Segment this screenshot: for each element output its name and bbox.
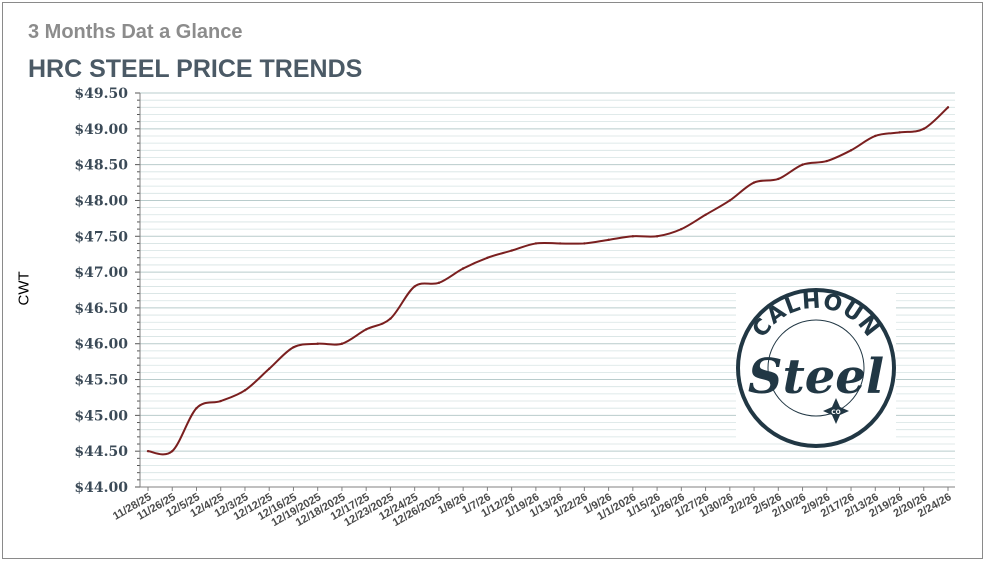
data-point (292, 346, 295, 349)
data-point (510, 249, 513, 252)
y-tick-label: $44.50 (74, 444, 128, 460)
data-point (825, 159, 828, 163)
data-point (171, 449, 174, 453)
y-tick-label: $49.00 (74, 122, 128, 138)
data-point (849, 149, 853, 152)
data-point (316, 342, 319, 345)
logo-small-text: CO (831, 409, 841, 416)
series-group (146, 106, 950, 456)
logo-outer-ring (736, 288, 896, 448)
y-tick-labels: $44.00 $44.50 $45.00 $45.50 $46.00 $46.50 $47.… (74, 86, 128, 496)
price-series-line (147, 106, 949, 456)
data-point (437, 281, 441, 285)
logo-star-icon (823, 398, 849, 424)
data-point (752, 181, 756, 184)
y-tick-label: $46.00 (74, 337, 128, 353)
y-tick-label: $48.50 (74, 158, 128, 174)
data-point (946, 106, 950, 109)
data-point (195, 407, 198, 410)
data-point (607, 238, 610, 242)
data-point (219, 399, 222, 403)
data-point (364, 328, 368, 331)
axes (135, 92, 955, 491)
y-tick-label: $47.00 (74, 265, 128, 281)
data-point (583, 242, 586, 245)
data-point (655, 235, 659, 238)
data-point (413, 285, 416, 288)
data-point (777, 177, 780, 181)
data-point (486, 256, 489, 259)
data-point (874, 134, 877, 138)
y-tick-label: $47.50 (74, 229, 128, 245)
data-point (461, 267, 465, 270)
y-tick-label: $49.50 (74, 86, 128, 102)
data-point (922, 127, 925, 131)
data-point (898, 131, 901, 134)
y-tick-label: $46.50 (74, 301, 128, 317)
logo-main-text: Steel (748, 349, 884, 405)
y-tick-label: $45.50 (74, 373, 128, 389)
chart-subtitle: 3 Months Dat a Glance (28, 21, 243, 43)
data-point (631, 235, 635, 238)
data-point (801, 163, 804, 166)
y-tick-label: $45.00 (74, 408, 128, 424)
calhoun-steel-logo: CALHOUN Steel CO (736, 288, 896, 448)
chart-title: HRC STEEL PRICE TRENDS (28, 55, 363, 83)
y-tick-label: $44.00 (74, 480, 128, 496)
data-point (389, 317, 392, 320)
y-tick-label: $48.00 (74, 193, 128, 209)
data-point (146, 449, 150, 453)
data-point (704, 213, 707, 216)
data-point (728, 199, 732, 202)
logo-inner-ring (767, 319, 865, 417)
data-point (534, 242, 538, 245)
x-tick-labels: 11/28/2511/26/2512/5/2512/4/2512/3/2512/… (111, 491, 954, 529)
data-point (340, 342, 344, 345)
data-point (558, 242, 562, 245)
data-point (243, 389, 247, 392)
data-point (680, 227, 683, 231)
data-point (268, 367, 271, 370)
